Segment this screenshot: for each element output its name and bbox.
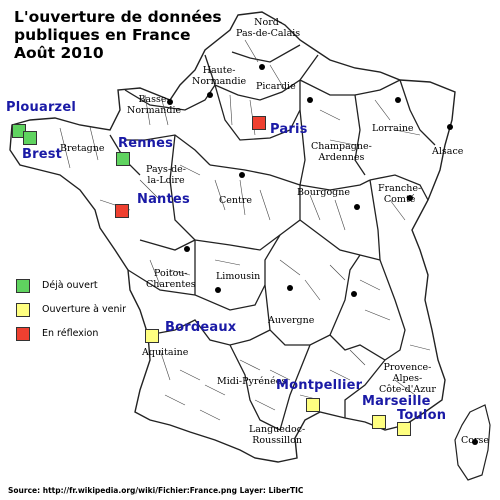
region-label-line: Pays-de- xyxy=(146,164,186,175)
region-label-line: Ardennes xyxy=(318,152,365,163)
legend-swatch-considering xyxy=(16,327,30,341)
capital-dot xyxy=(307,97,313,103)
region-label-centre: Centre xyxy=(219,195,252,206)
region-label-line: Normandie xyxy=(127,105,182,116)
capital-dot xyxy=(354,204,360,210)
legend-label-coming: Ouverture à venir xyxy=(42,304,127,315)
paris-marker xyxy=(252,116,266,130)
region-label-basse-normandie: Basse- Normandie xyxy=(127,94,181,116)
capital-dot xyxy=(447,124,453,130)
region-label-languedoc-roussillon: Languedoc- Roussillon xyxy=(249,424,305,446)
montpellier-marker xyxy=(306,398,320,412)
city-label-rennes: Rennes xyxy=(118,136,174,151)
legend-label-considering: En réflexion xyxy=(42,328,99,339)
city-label-brest: Brest xyxy=(22,147,63,162)
legend-swatch-open xyxy=(16,279,30,293)
region-label-line: Normandie xyxy=(192,76,247,87)
region-label-alsace: Alsace xyxy=(432,146,464,157)
brest-marker xyxy=(23,131,37,145)
legend-label-open: Déjà ouvert xyxy=(42,280,98,291)
city-label-bordeaux: Bordeaux xyxy=(165,320,237,335)
region-label-line: Charentes xyxy=(146,279,196,290)
capital-dot xyxy=(407,195,413,201)
region-label-line: Côte-d'Azur xyxy=(379,384,436,395)
nantes-marker xyxy=(115,204,129,218)
marseille-marker xyxy=(372,415,386,429)
region-label-line: Provence- xyxy=(383,362,432,373)
region-label-aquitaine: Aquitaine xyxy=(142,347,189,358)
capital-dot xyxy=(472,439,478,445)
city-label-nantes: Nantes xyxy=(137,192,190,207)
capital-dot xyxy=(259,64,265,70)
rennes-marker xyxy=(116,152,130,166)
source-credit: Source: http://fr.wikipedia.org/wiki/Fic… xyxy=(8,486,304,495)
region-label-picardie: Picardie xyxy=(256,81,296,92)
region-label-line: Basse- xyxy=(138,94,170,105)
region-label-haute-normandie: Haute- Normandie xyxy=(192,65,246,87)
region-label-line: la-Loire xyxy=(147,175,185,186)
region-label-line: Alpes- xyxy=(392,373,423,384)
region-label-corse: Corse xyxy=(461,435,490,446)
capital-dot xyxy=(167,99,173,105)
region-label-line: Nord- xyxy=(254,17,283,28)
capital-dot xyxy=(351,291,357,297)
title-line: L'ouverture de données xyxy=(14,8,222,26)
bordeaux-marker xyxy=(145,329,159,343)
capital-dot xyxy=(395,97,401,103)
capital-dot xyxy=(239,172,245,178)
region-label-lorraine: Lorraine xyxy=(372,123,414,134)
city-label-montpellier: Montpellier xyxy=(276,378,363,393)
region-label-midi-pyrenees: Midi-Pyrénées xyxy=(217,376,287,387)
region-label-line: Haute- xyxy=(202,65,236,76)
region-label-bourgogne: Bourgogne xyxy=(297,187,350,198)
capital-dot xyxy=(184,246,190,252)
capital-dot xyxy=(207,92,213,98)
region-label-poitou-charentes: Poitou- Charentes xyxy=(146,268,196,290)
capital-dot xyxy=(287,285,293,291)
regional-capital-dots xyxy=(167,64,478,445)
map-title: L'ouverture de données publiques en Fran… xyxy=(14,8,222,62)
region-label-line: Poitou- xyxy=(154,268,188,279)
region-label-nord-pas-de-calais: Nord- Pas-de-Calais xyxy=(236,17,300,39)
capital-dot xyxy=(215,287,221,293)
title-date: Août 2010 xyxy=(14,44,104,62)
region-label-line: Franche- xyxy=(378,183,422,194)
region-borders xyxy=(109,44,436,431)
city-label-paris: Paris xyxy=(270,122,308,137)
toulon-marker xyxy=(397,422,411,436)
region-label-bretagne: Bretagne xyxy=(60,143,105,154)
region-label-provence-alpes-cote-dazur: Provence- Alpes- Côte-d'Azur xyxy=(379,362,436,395)
region-label-line: Pas-de-Calais xyxy=(236,28,301,39)
city-label-toulon: Toulon xyxy=(397,408,447,423)
region-label-auvergne: Auvergne xyxy=(268,315,315,326)
region-label-limousin: Limousin xyxy=(216,271,261,282)
region-label-line: Roussillon xyxy=(252,435,302,446)
region-label-line: Champagne- xyxy=(311,141,372,152)
region-label-franche-comte: Franche- Comté xyxy=(378,183,421,205)
region-label-champagne-ardennes: Champagne- Ardennes xyxy=(311,141,372,163)
city-label-plouarzel: Plouarzel xyxy=(6,100,76,115)
title-line: publiques en France xyxy=(14,26,191,44)
region-label-pays-de-la-loire: Pays-de- la-Loire xyxy=(146,164,186,186)
city-label-marseille: Marseille xyxy=(362,394,431,409)
region-label-line: Languedoc- xyxy=(249,424,306,435)
region-label-line: Comté xyxy=(383,194,416,205)
legend-swatch-coming xyxy=(16,303,30,317)
